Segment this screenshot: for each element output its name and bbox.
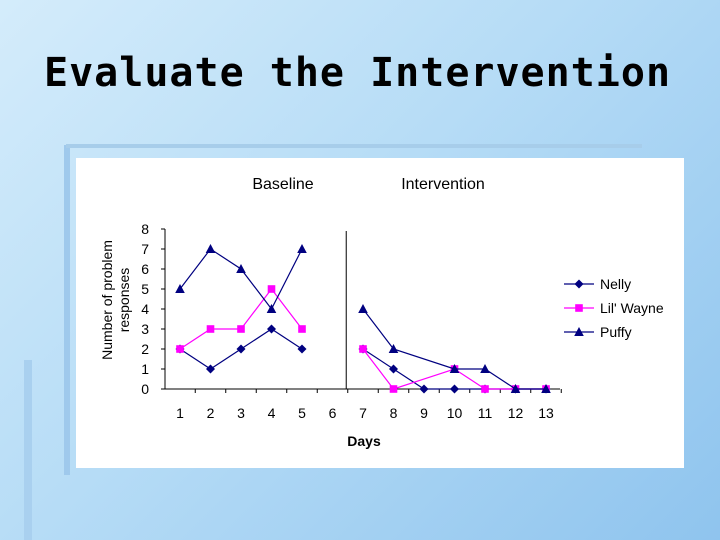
data-point-nelly xyxy=(419,384,429,394)
x-tick-label: 4 xyxy=(268,405,276,421)
data-point-nelly xyxy=(450,384,459,394)
series-line-lil-wayne-baseline xyxy=(179,288,303,350)
decor-bar-vertical xyxy=(64,145,70,475)
data-point-lil-wayne xyxy=(206,325,215,333)
data-point-puffy xyxy=(175,284,185,293)
x-tick-label: 3 xyxy=(237,405,245,421)
y-tick-label: 8 xyxy=(141,221,149,237)
legend-label-nelly: Nelly xyxy=(600,276,631,292)
x-tick-label: 5 xyxy=(298,405,306,421)
legend-label-lil-wayne: Lil' Wayne xyxy=(600,300,664,316)
data-point-nelly xyxy=(297,344,307,354)
data-point-nelly xyxy=(236,344,246,354)
data-point-puffy xyxy=(358,304,368,313)
data-point-puffy xyxy=(541,384,551,393)
series-line-puffy-intervention xyxy=(362,308,546,390)
data-point-lil-wayne xyxy=(389,385,398,393)
data-point-puffy xyxy=(236,264,246,273)
data-point-puffy xyxy=(449,364,460,373)
data-point-lil-wayne xyxy=(267,285,276,293)
series-line-puffy-baseline xyxy=(179,248,303,311)
plot-area xyxy=(175,244,551,394)
data-point-puffy xyxy=(480,364,490,373)
data-point-lil-wayne xyxy=(359,345,367,353)
phase-label-baseline: Baseline xyxy=(252,176,313,193)
x-tick-label: 7 xyxy=(359,405,367,421)
data-point-puffy xyxy=(205,244,216,253)
data-point-nelly xyxy=(267,324,276,334)
data-point-puffy xyxy=(266,304,277,313)
x-tick-label: 9 xyxy=(420,405,428,421)
data-point-lil-wayne xyxy=(237,325,245,333)
x-tick-label: 12 xyxy=(508,405,524,421)
x-tick-label: 8 xyxy=(390,405,398,421)
data-point-nelly xyxy=(389,364,398,374)
y-axis-title: Number of problemresponses xyxy=(99,240,132,360)
y-tick-label: 6 xyxy=(141,261,149,277)
data-point-lil-wayne xyxy=(481,385,489,393)
y-tick-label: 5 xyxy=(141,281,149,297)
data-point-nelly xyxy=(206,364,215,374)
legend: Nelly Lil' Wayne Puffy xyxy=(564,276,664,340)
y-axis-title-line: responses xyxy=(116,268,132,333)
legend-marker-lil-wayne xyxy=(575,304,583,312)
data-point-puffy xyxy=(388,344,399,353)
x-tick-label: 6 xyxy=(329,405,337,421)
x-tick-label: 13 xyxy=(538,405,554,421)
data-point-lil-wayne xyxy=(176,345,184,353)
y-axis-title-line: Number of problem xyxy=(99,240,115,360)
y-tick-label: 3 xyxy=(141,321,149,337)
legend-label-puffy: Puffy xyxy=(600,324,632,340)
chart-panel: 0 1 2 3 4 5 6 7 8 1 2 3 4 5 6 7 8 9 10 11 12 13 Days Number of … xyxy=(76,158,684,468)
decor-bar-horizontal xyxy=(66,144,642,148)
data-point-puffy xyxy=(297,244,307,253)
x-tick-label: 11 xyxy=(478,405,493,421)
y-tick-label: 0 xyxy=(141,381,149,397)
data-point-puffy xyxy=(510,384,521,393)
x-tick-label: 1 xyxy=(176,405,184,421)
y-tick-label: 2 xyxy=(141,341,149,357)
legend-marker-puffy xyxy=(574,327,584,336)
data-point-lil-wayne xyxy=(298,325,306,333)
x-tick-label: 2 xyxy=(207,405,215,421)
y-tick-label: 1 xyxy=(141,361,149,377)
phase-label-intervention: Intervention xyxy=(401,176,485,193)
slide-title: Evaluate the Intervention xyxy=(44,50,672,96)
legend-marker-nelly xyxy=(574,279,584,289)
y-tick-label: 4 xyxy=(141,301,149,317)
y-tick-label: 7 xyxy=(141,241,149,257)
x-axis-title: Days xyxy=(347,433,381,449)
decor-bar-vertical-left xyxy=(24,360,32,540)
x-tick-label: 10 xyxy=(447,405,463,421)
